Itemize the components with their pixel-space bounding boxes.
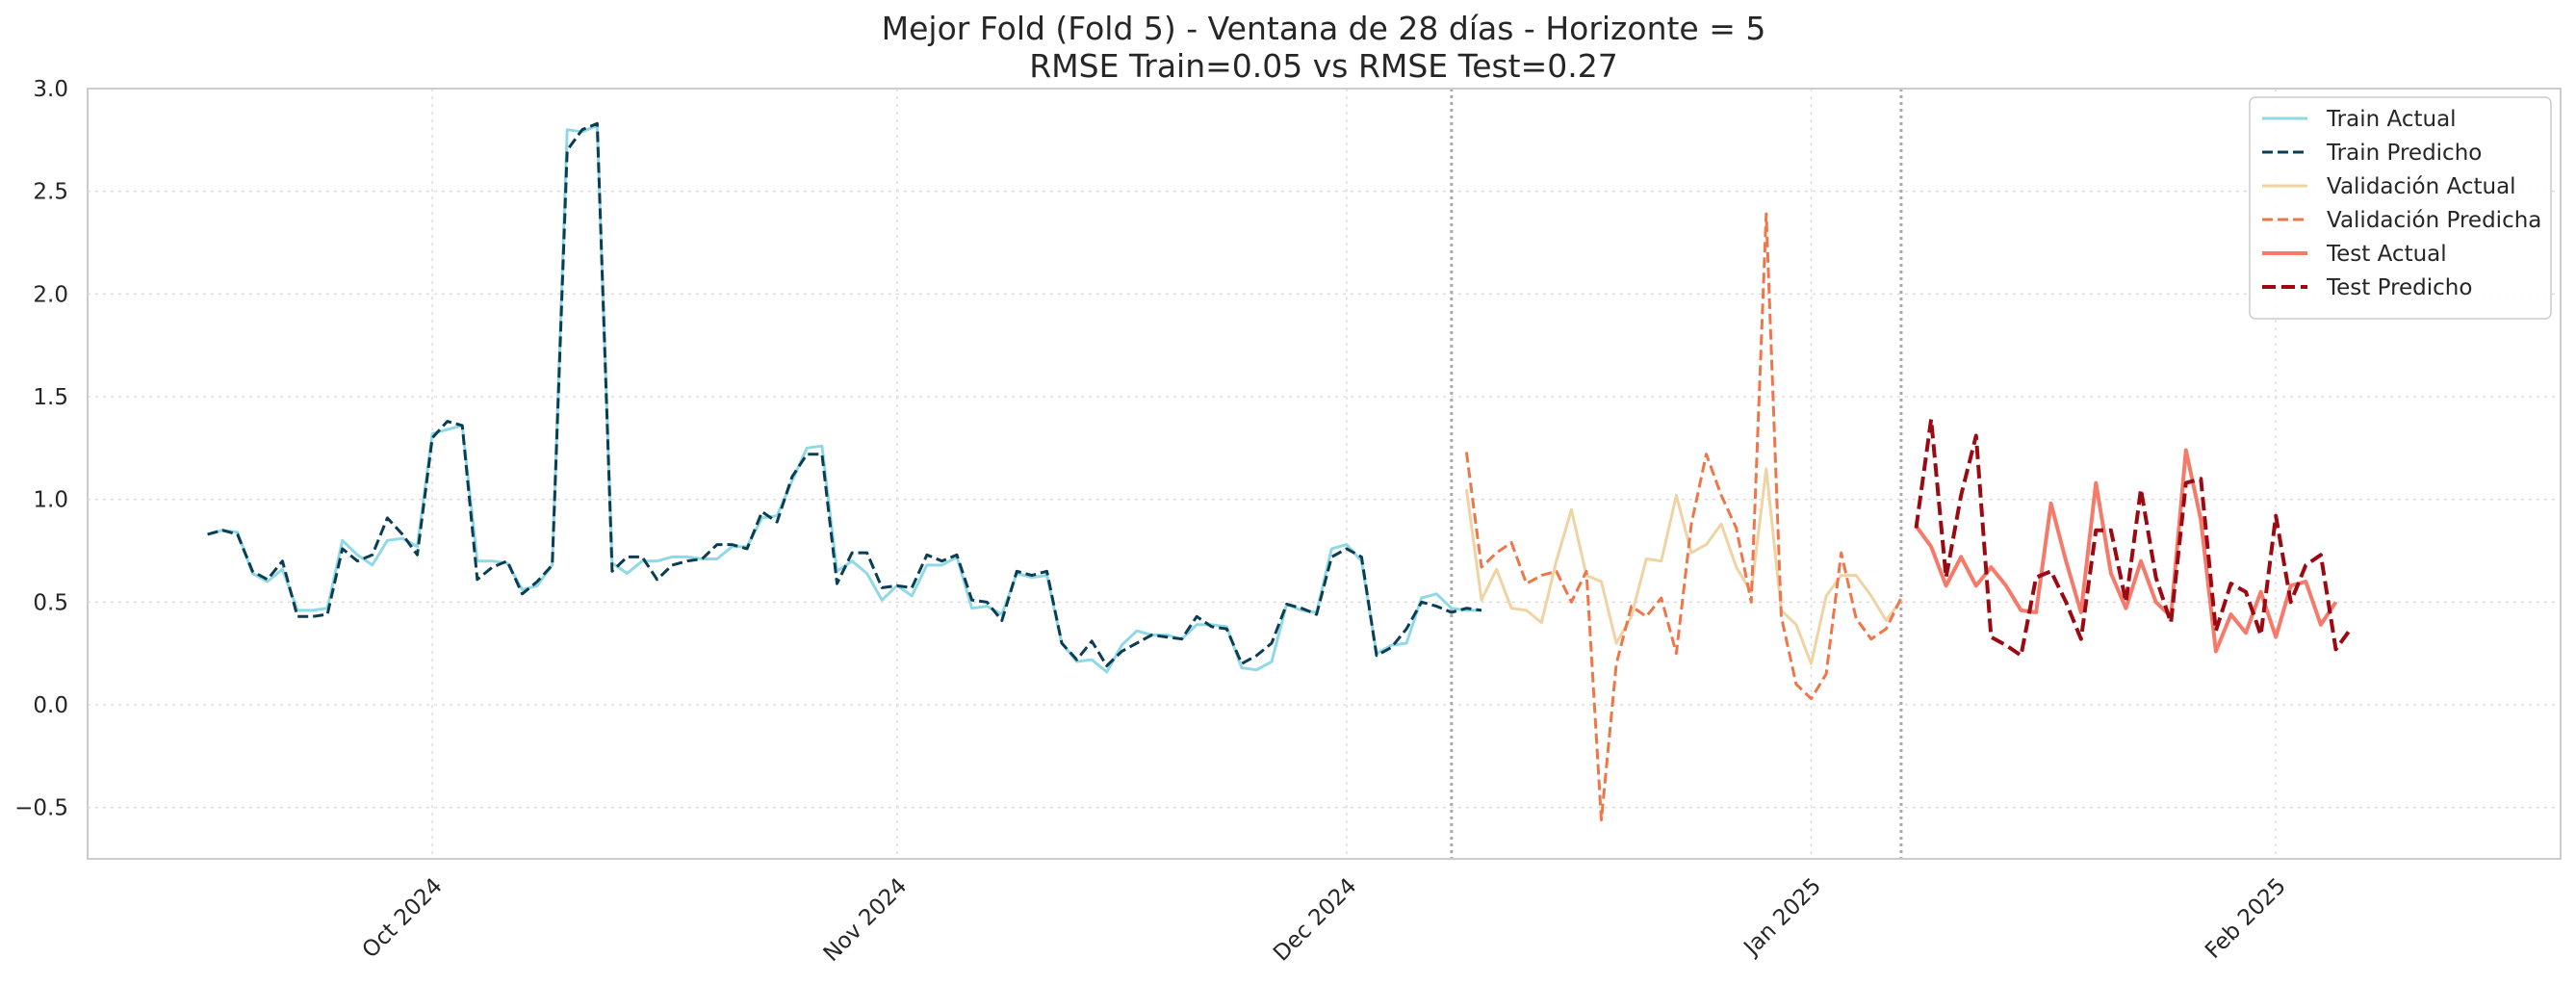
y-tick-label: 1.0	[33, 488, 68, 513]
series-line-validaci-n-actual	[1464, 467, 1903, 665]
y-tick-label: 0.5	[33, 590, 68, 615]
grid	[88, 88, 2561, 859]
legend-label: Train Actual	[2326, 107, 2457, 132]
chart-subtitle: RMSE Train=0.05 vs RMSE Test=0.27	[1029, 47, 1618, 85]
series-line-validaci-n-predicha	[1464, 212, 1903, 821]
legend-box	[2249, 96, 2552, 320]
y-tick-label: 2.5	[33, 180, 68, 205]
y-tick-label: 2.0	[33, 282, 68, 307]
series-line-test-predicho	[1914, 417, 2353, 658]
legend-label: Test Predicho	[2326, 275, 2472, 300]
y-axis: −0.5 0.0 0.5 1.0 1.5 2.0 2.5 3.0	[14, 77, 68, 821]
y-tick-label: 1.5	[33, 385, 68, 410]
legend-label: Validación Predicha	[2327, 208, 2541, 233]
y-tick-label: −0.5	[14, 796, 68, 821]
chart-title: Mejor Fold (Fold 5) - Ventana de 28 días…	[882, 10, 1766, 47]
legend: Train Actual Train Predicho Validación Act…	[2249, 96, 2552, 320]
fold-split-lines	[1450, 89, 1903, 859]
legend-label: Test Actual	[2326, 242, 2447, 267]
series-line-train-predicho	[207, 121, 1482, 667]
series-lines	[207, 121, 2353, 821]
y-tick-label: 3.0	[33, 77, 68, 102]
y-tick-label: 0.0	[33, 693, 68, 718]
plot-area	[88, 89, 2561, 859]
plot-frame	[87, 88, 2562, 860]
legend-label: Validación Actual	[2327, 174, 2516, 199]
legend-label: Train Predicho	[2326, 141, 2482, 166]
